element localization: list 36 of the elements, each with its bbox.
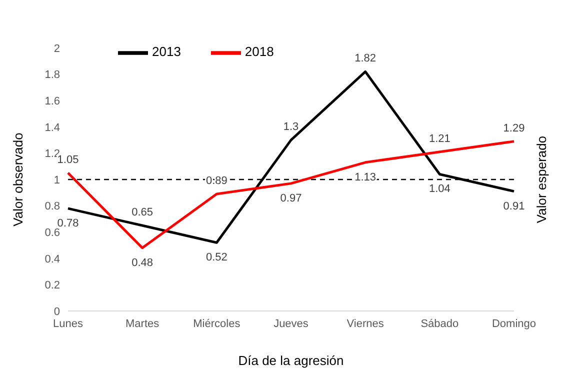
data-label: 1.29 (503, 122, 525, 134)
y-tick-label: 1 (54, 174, 60, 186)
data-label: 0.91 (503, 200, 525, 212)
data-label: 1.3 (283, 121, 299, 134)
y-tick-label: 0.8 (44, 200, 60, 213)
x-axis-title: Día de la agresión (238, 353, 344, 368)
data-label: 1.04 (428, 183, 450, 196)
y-tick-label: 1.4 (44, 122, 60, 134)
data-label: 0.78 (57, 217, 79, 230)
data-label: 1.13 (354, 171, 376, 184)
legend-label: 2013 (152, 44, 181, 60)
x-tick-label: Miércoles (193, 318, 241, 330)
y-tick-label: 1.8 (44, 69, 60, 82)
data-label: 0.52 (206, 252, 228, 264)
x-tick-label: Sábado (420, 318, 459, 330)
y-tick-label: 0.6 (44, 227, 60, 240)
data-label: 1.05 (57, 154, 79, 166)
data-label: 0.48 (132, 256, 154, 269)
x-tick-label: Martes (126, 318, 160, 330)
data-label: 0.97 (280, 192, 302, 204)
y-tick-label: 0 (54, 306, 60, 318)
x-tick-label: Lunes (53, 318, 84, 330)
y-tick-label: 2 (54, 42, 60, 55)
y-tick-label: 0.4 (44, 253, 60, 266)
x-tick-label: Jueves (274, 318, 309, 330)
legend-label: 2018 (244, 44, 274, 60)
y-tick-label: 1.6 (44, 96, 60, 108)
x-tick-label: Viernes (346, 318, 384, 330)
data-label: 1.82 (354, 52, 376, 65)
data-label: 0.89 (206, 174, 228, 187)
data-label: 0.65 (132, 206, 154, 219)
y-axis-title: Valor observado (10, 132, 26, 226)
y-tick-label: 0.2 (44, 280, 60, 292)
data-label: 1.21 (428, 132, 450, 145)
x-tick-label: Domingo (492, 318, 536, 330)
ref-line-label: Valor esperado (534, 136, 549, 224)
